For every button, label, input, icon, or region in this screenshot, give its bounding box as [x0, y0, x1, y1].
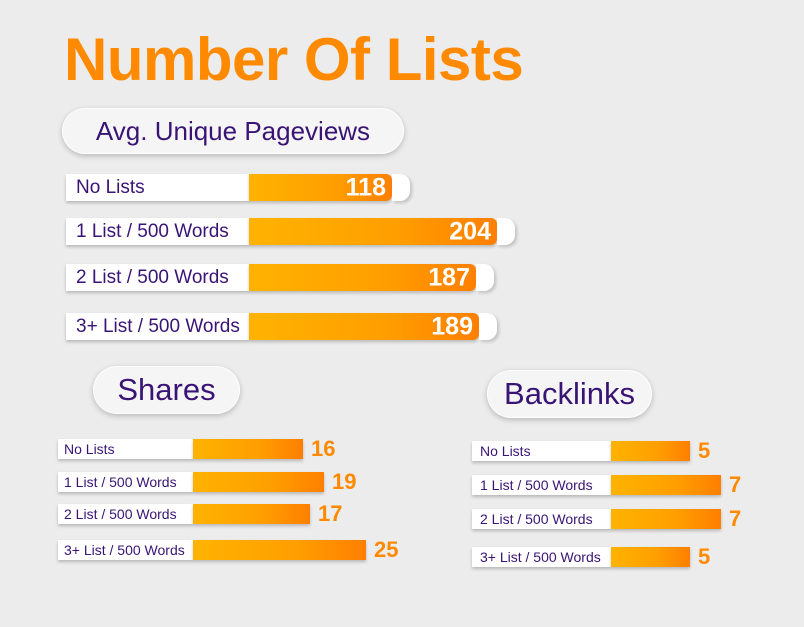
pageviews-row: No Lists 118 [66, 173, 410, 201]
page-title: Number Of Lists [64, 26, 524, 93]
backlinks-category-label: No Lists [472, 441, 611, 461]
shares-category-label: 1 List / 500 Words [58, 472, 193, 492]
shares-heading: Shares [93, 366, 240, 414]
shares-category-label: No Lists [58, 439, 193, 459]
backlinks-bar [611, 441, 690, 461]
pageviews-bar: 204 [249, 217, 515, 245]
pageviews-row: 2 List / 500 Words 187 [66, 263, 494, 291]
pageviews-value-label: 118 [345, 173, 386, 201]
shares-bar [193, 504, 310, 524]
shares-category-label: 2 List / 500 Words [58, 504, 193, 524]
backlinks-row: 2 List / 500 Words 7 [472, 506, 741, 532]
pageviews-value-label: 189 [431, 312, 473, 340]
pageviews-category-label: 3+ List / 500 Words [66, 313, 249, 340]
backlinks-category-label: 2 List / 500 Words [472, 509, 611, 529]
pageviews-category-label: 1 List / 500 Words [66, 218, 249, 245]
pageviews-category-label: 2 List / 500 Words [66, 264, 249, 291]
shares-value-label: 17 [318, 501, 343, 526]
backlinks-row: No Lists 5 [472, 438, 710, 464]
backlinks-bar [611, 547, 690, 567]
pageviews-value-label: 204 [449, 217, 491, 245]
backlinks-category-label: 1 List / 500 Words [472, 475, 611, 495]
shares-row: No Lists 16 [58, 436, 335, 462]
shares-row: 2 List / 500 Words 17 [58, 501, 342, 527]
shares-value-label: 16 [311, 436, 336, 461]
pageviews-bar: 187 [249, 263, 494, 291]
pageviews-heading: Avg. Unique Pageviews [62, 108, 404, 154]
backlinks-heading: Backlinks [487, 370, 652, 418]
pageviews-row: 1 List / 500 Words 204 [66, 217, 515, 245]
backlinks-category-label: 3+ List / 500 Words [472, 547, 611, 567]
shares-bar [193, 540, 366, 560]
pageviews-chart: No Lists 118 1 List / 500 Words 204 2 List /… [66, 170, 756, 350]
shares-row: 1 List / 500 Words 19 [58, 469, 356, 495]
shares-bar [193, 439, 303, 459]
backlinks-bar [611, 475, 721, 495]
shares-chart: No Lists 16 1 List / 500 Words 19 2 List / 5… [58, 430, 418, 570]
backlinks-value-label: 7 [729, 472, 742, 497]
pageviews-bar: 189 [249, 312, 497, 340]
backlinks-chart: No Lists 5 1 List / 500 Words 7 2 List / 500… [472, 432, 742, 572]
shares-bar [193, 472, 324, 492]
backlinks-value-label: 5 [698, 438, 711, 463]
pageviews-value-label: 187 [428, 263, 470, 291]
pageviews-row: 3+ List / 500 Words 189 [66, 312, 497, 340]
backlinks-row: 1 List / 500 Words 7 [472, 472, 741, 498]
shares-category-label: 3+ List / 500 Words [58, 540, 193, 560]
backlinks-row: 3+ List / 500 Words 5 [472, 544, 710, 570]
shares-value-label: 25 [374, 537, 399, 562]
backlinks-value-label: 7 [729, 506, 742, 531]
shares-value-label: 19 [332, 469, 357, 494]
backlinks-value-label: 5 [698, 544, 711, 569]
pageviews-bar: 118 [249, 173, 410, 201]
shares-row: 3+ List / 500 Words 25 [58, 537, 398, 563]
backlinks-bar [611, 509, 721, 529]
pageviews-category-label: No Lists [66, 174, 249, 201]
